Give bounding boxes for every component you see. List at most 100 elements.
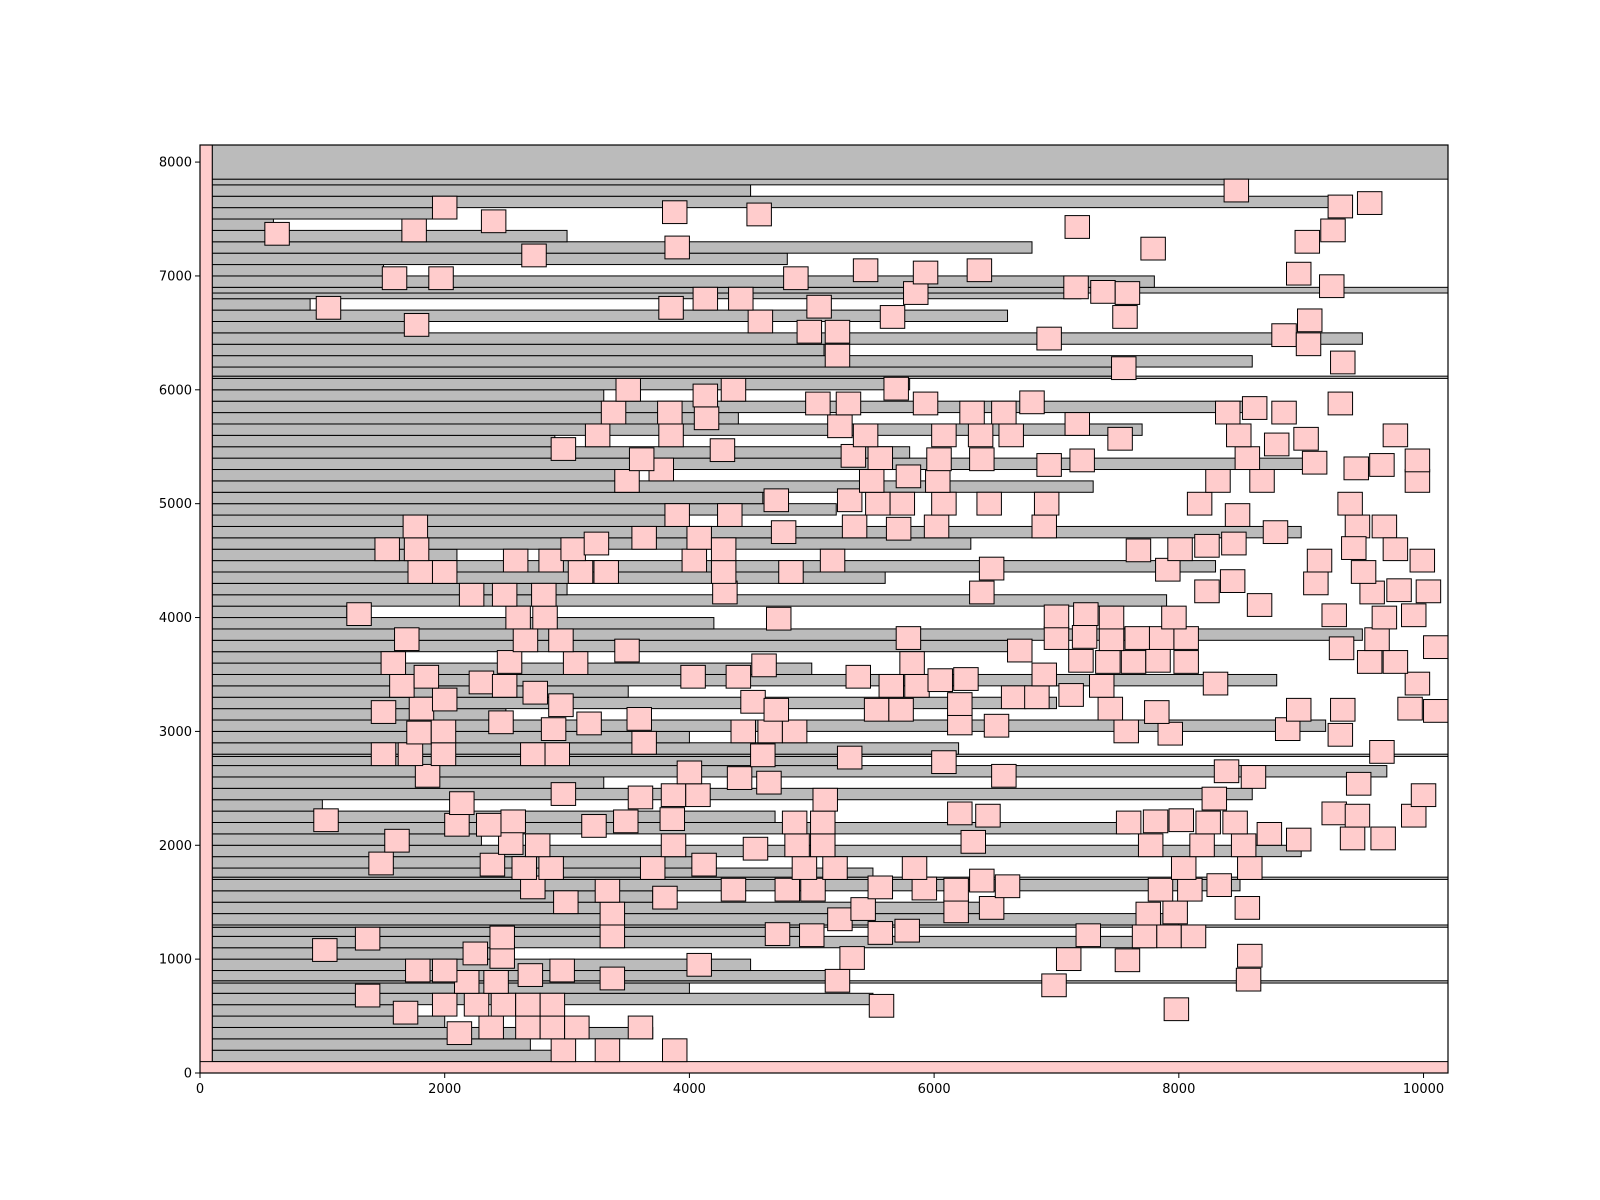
square: [1195, 810, 1221, 835]
square: [658, 295, 684, 320]
square: [991, 763, 1017, 788]
square: [500, 809, 526, 834]
square: [841, 514, 868, 539]
bar: [211, 480, 1094, 493]
square: [943, 899, 969, 924]
square: [1075, 923, 1102, 948]
square: [397, 742, 424, 767]
square: [414, 763, 441, 788]
square: [1241, 396, 1268, 420]
square: [313, 808, 339, 833]
square: [1206, 873, 1232, 898]
square: [413, 664, 440, 689]
square: [1297, 308, 1323, 333]
square: [925, 469, 951, 493]
square: [1330, 350, 1356, 375]
square: [1401, 603, 1427, 628]
square: [912, 391, 939, 416]
square: [858, 469, 885, 493]
square: [976, 491, 1002, 516]
square: [380, 651, 407, 675]
square: [865, 491, 891, 516]
square: [1036, 453, 1062, 477]
square: [346, 602, 372, 627]
square: [681, 548, 708, 573]
bar: [211, 491, 764, 505]
bar: [211, 799, 323, 812]
square: [1140, 236, 1166, 261]
square: [567, 560, 594, 584]
axes-frame: [199, 144, 1449, 1074]
square: [381, 266, 408, 291]
square: [923, 514, 950, 539]
square: [631, 525, 657, 550]
square: [960, 829, 987, 854]
square: [1234, 896, 1261, 920]
square: [593, 560, 619, 584]
square: [686, 525, 712, 550]
square: [478, 1015, 504, 1040]
square: [827, 414, 853, 439]
square: [1341, 536, 1367, 560]
square: [524, 833, 551, 858]
square: [1131, 924, 1158, 949]
bar: [211, 332, 1363, 345]
bar: [211, 264, 385, 277]
bar: [211, 144, 1449, 180]
bar: [211, 765, 1388, 778]
bar: [211, 1049, 568, 1063]
square: [778, 560, 804, 584]
square: [1156, 924, 1182, 949]
square: [462, 941, 489, 966]
square: [458, 582, 485, 607]
square: [1330, 697, 1356, 722]
square: [969, 447, 995, 472]
square: [1223, 178, 1250, 203]
square: [1115, 810, 1142, 835]
square: [836, 745, 863, 770]
bar: [211, 708, 507, 721]
bar: [211, 434, 556, 448]
square: [1063, 275, 1089, 300]
square: [943, 877, 969, 902]
square: [799, 923, 825, 948]
square: [657, 400, 683, 425]
square: [1382, 537, 1409, 562]
square: [717, 503, 743, 527]
square: [488, 710, 514, 735]
square: [810, 833, 836, 858]
square: [763, 697, 790, 722]
square: [532, 605, 558, 630]
square: [692, 286, 719, 311]
square: [1194, 579, 1220, 604]
square: [1328, 636, 1355, 661]
square: [894, 918, 920, 943]
square: [931, 750, 957, 775]
square: [1371, 514, 1398, 539]
square: [763, 488, 790, 513]
square: [520, 742, 546, 767]
bar: [211, 178, 1241, 186]
square: [1219, 569, 1246, 593]
square: [1221, 531, 1247, 556]
bar: [211, 605, 348, 619]
square: [522, 680, 548, 705]
x-tick-label: 2000: [428, 1082, 461, 1097]
square: [660, 783, 687, 808]
square: [1321, 603, 1347, 628]
square: [840, 443, 867, 468]
square: [664, 503, 690, 527]
bar: [211, 457, 1314, 471]
square: [1369, 740, 1395, 764]
square: [1162, 900, 1188, 925]
square: [1285, 697, 1312, 722]
bar: [211, 1038, 531, 1051]
square: [627, 1015, 654, 1040]
square: [1173, 650, 1199, 674]
square: [1344, 803, 1371, 828]
square: [889, 491, 916, 516]
square: [1359, 580, 1385, 605]
square: [1237, 943, 1263, 968]
square: [810, 810, 836, 835]
